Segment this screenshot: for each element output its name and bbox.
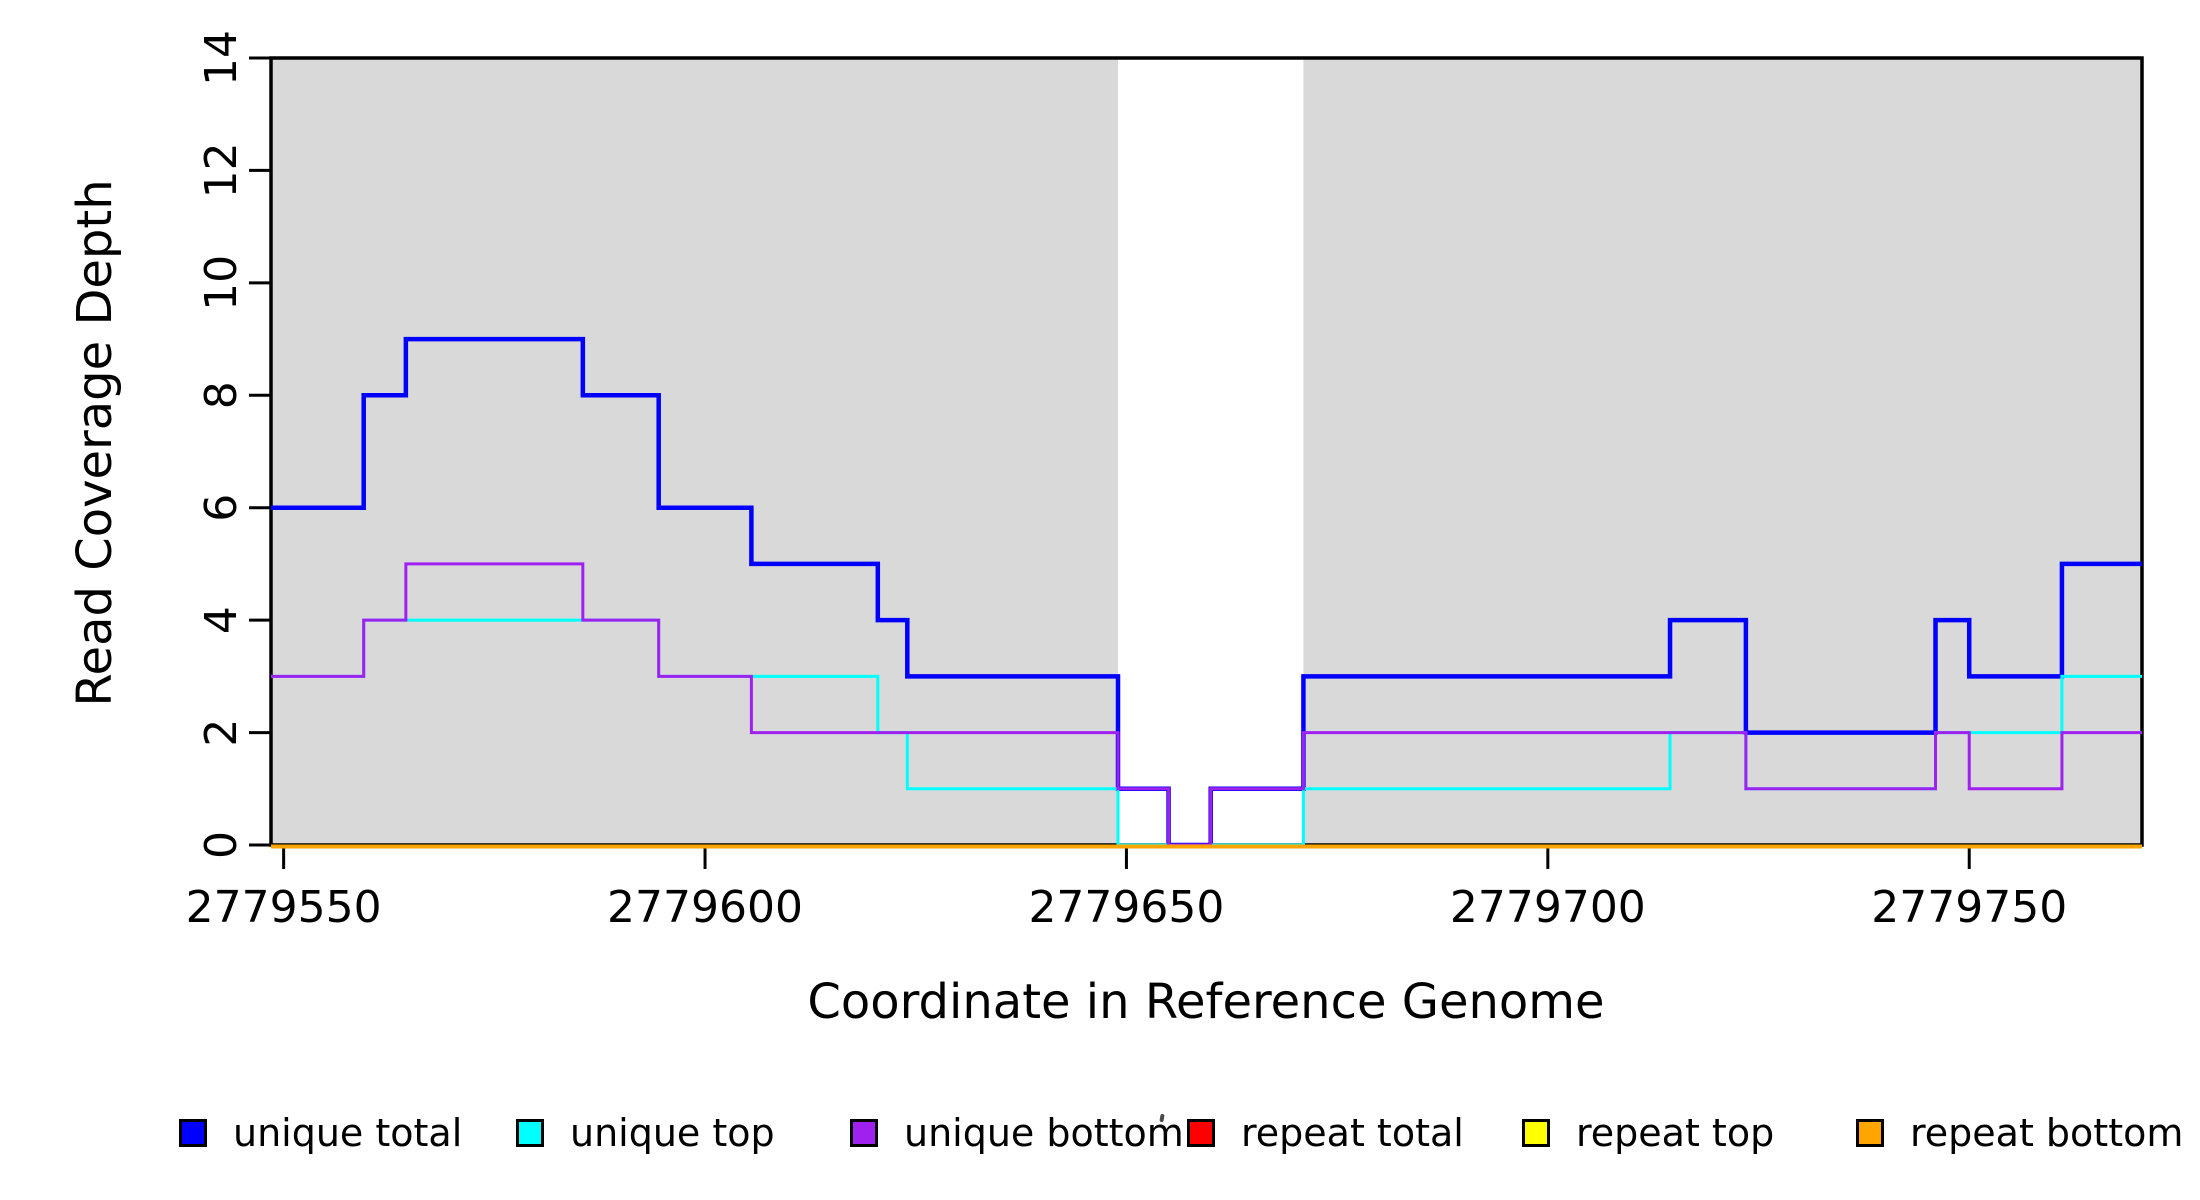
x-tick-label: 2779550: [186, 882, 382, 933]
y-tick-label: 0: [196, 831, 247, 859]
shaded-region-right: [1303, 58, 2142, 845]
x-tick-label: 2779600: [607, 882, 803, 933]
y-tick-label: 8: [196, 381, 247, 409]
legend-label: unique total: [233, 1111, 463, 1155]
x-tick-label: 2779650: [1028, 882, 1224, 933]
legend: unique total unique top unique bottom re…: [0, 1108, 2200, 1158]
legend-item-unique-total: unique total: [179, 1108, 462, 1158]
y-tick-label: 2: [196, 719, 247, 747]
legend-label: repeat total: [1241, 1111, 1464, 1155]
repeat-top-swatch-icon: [1522, 1119, 1550, 1147]
unique-top-swatch-icon: [516, 1119, 544, 1147]
y-tick-label: 14: [196, 30, 247, 86]
x-tick-label: 2779750: [1871, 882, 2067, 933]
y-tick-label: 4: [196, 606, 247, 634]
y-tick-label: 6: [196, 494, 247, 522]
legend-item-unique-bottom: unique bottom: [850, 1108, 1184, 1158]
legend-item-unique-top: unique top: [516, 1108, 775, 1158]
legend-label: unique top: [570, 1111, 775, 1155]
legend-label: repeat top: [1576, 1111, 1775, 1155]
x-axis-title: Coordinate in Reference Genome: [807, 974, 1605, 1030]
y-tick-label: 12: [196, 142, 247, 198]
repeat-bottom-swatch-icon: [1856, 1119, 1884, 1147]
repeat-total-swatch-icon: [1187, 1119, 1215, 1147]
shaded-region-left: [271, 58, 1119, 845]
legend-label: repeat bottom: [1910, 1111, 2184, 1155]
x-tick-label: 2779700: [1450, 882, 1646, 933]
legend-item-repeat-bottom: repeat bottom: [1856, 1108, 2183, 1158]
series-line-unique-bottom: [271, 562, 2142, 847]
legend-item-repeat-total: repeat total: [1187, 1108, 1464, 1158]
legend-item-repeat-top: repeat top: [1522, 1108, 1774, 1158]
unique-total-swatch-icon: [179, 1119, 207, 1147]
legend-label: unique bottom: [904, 1111, 1184, 1155]
unique-bottom-swatch-icon: [850, 1119, 878, 1147]
y-tick-label: 10: [196, 255, 247, 311]
y-axis-title: Read Coverage Depth: [67, 179, 123, 707]
